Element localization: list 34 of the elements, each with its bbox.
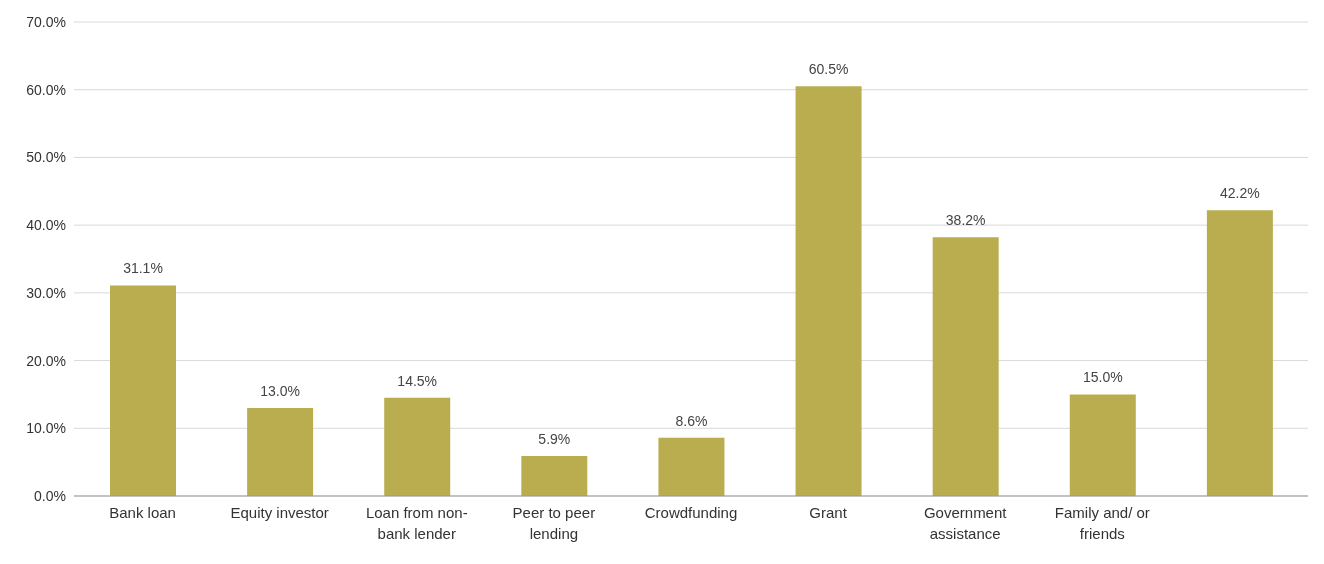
y-tick-label: 40.0%	[26, 217, 66, 234]
bar	[658, 437, 725, 496]
data-label: 8.6%	[675, 412, 708, 429]
y-tick-label: 10.0%	[26, 420, 66, 437]
bar	[247, 407, 314, 496]
data-label: 14.5%	[397, 372, 438, 389]
y-tick-label: 20.0%	[26, 352, 66, 369]
y-tick-label: 0.0%	[34, 487, 66, 504]
bar	[110, 285, 176, 496]
bar	[384, 397, 451, 496]
data-label: 42.2%	[1220, 185, 1260, 202]
x-tick-label: Government assistance	[923, 504, 1008, 542]
y-tick-label: 50.0%	[26, 149, 66, 166]
x-tick-label: Crowdfunding	[644, 504, 738, 521]
y-tick-label: 30.0%	[26, 284, 66, 301]
bar	[1069, 394, 1136, 496]
x-tick-label: Equity investor	[230, 504, 329, 521]
y-tick-label: 70.0%	[26, 13, 66, 30]
data-label: 5.9%	[538, 431, 571, 448]
x-tick-label: Family and/ or friends	[1054, 504, 1150, 542]
data-label: 31.1%	[123, 260, 163, 277]
data-label: 15.0%	[1082, 369, 1123, 386]
y-tick-label: 60.0%	[26, 81, 66, 98]
x-tick-label: Peer to peer lending	[512, 504, 596, 542]
data-label: 38.2%	[945, 212, 986, 229]
x-tick-label: Bank loan	[109, 504, 176, 521]
x-tick-label: Loan from non-bank lender	[365, 504, 468, 542]
bar	[1206, 210, 1273, 496]
bar	[795, 86, 862, 496]
bar	[521, 456, 588, 496]
data-label: 60.5%	[808, 61, 849, 78]
data-label: 13.0%	[260, 382, 300, 399]
bar	[932, 237, 999, 496]
x-tick-label: Grant	[809, 504, 848, 521]
